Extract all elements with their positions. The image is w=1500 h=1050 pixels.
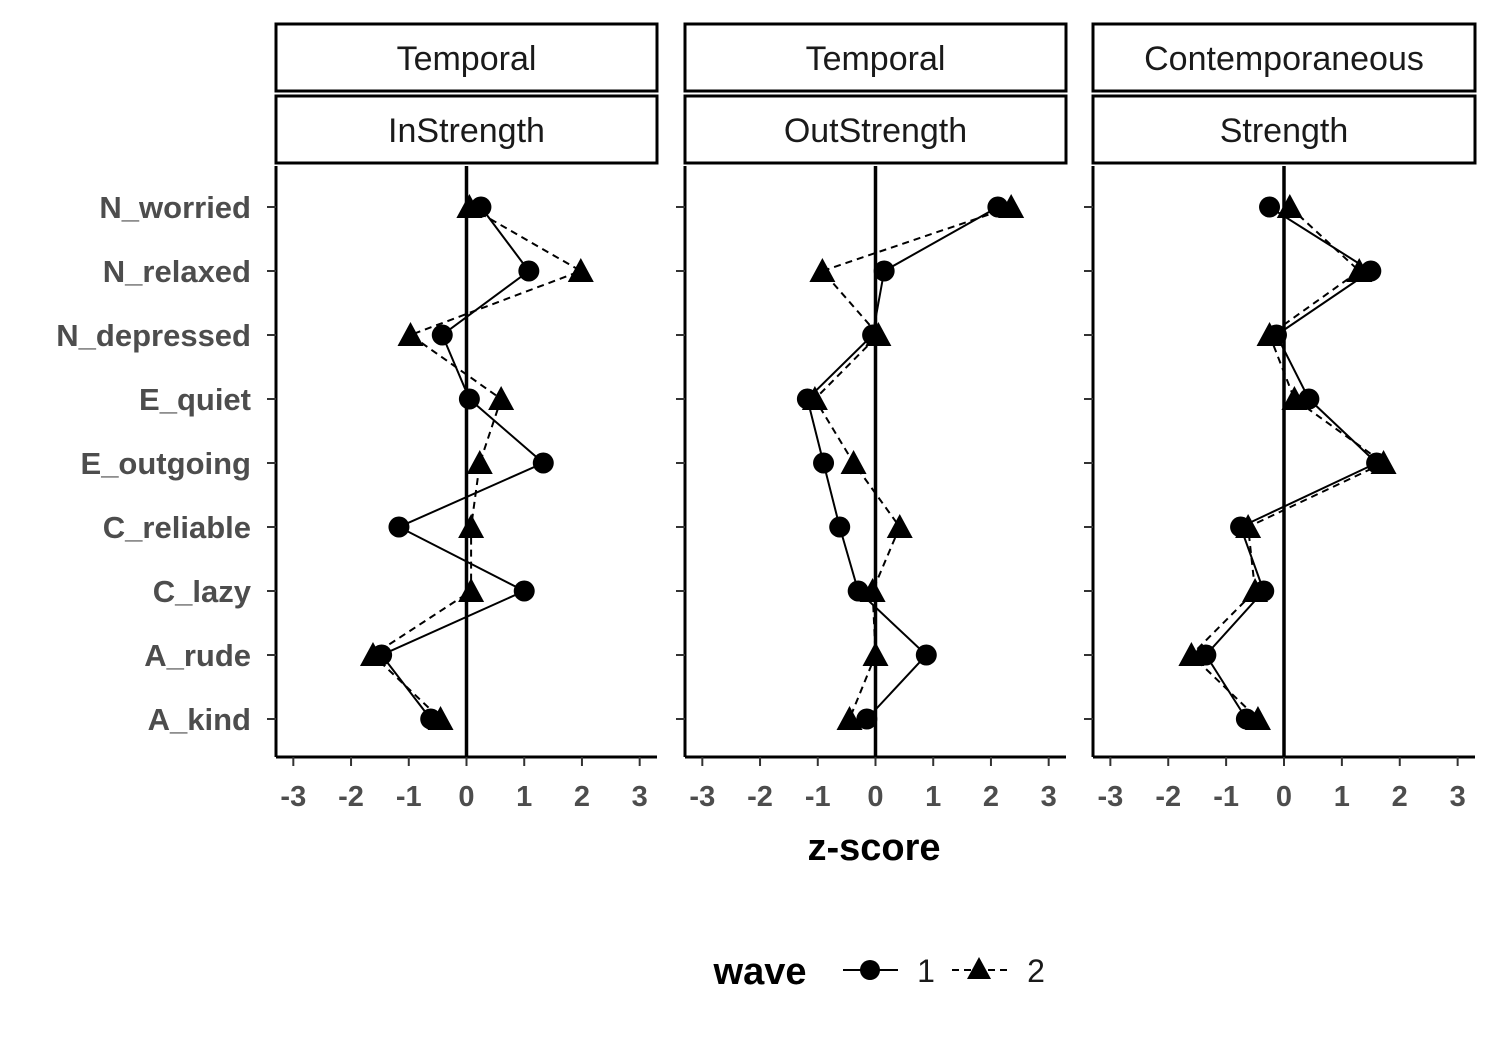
point-wave-2 (859, 578, 886, 602)
point-wave-2 (488, 386, 515, 410)
legend-marker-wave-2 (967, 957, 991, 979)
point-wave-1 (388, 516, 410, 538)
point-wave-2 (886, 514, 913, 538)
x-tick-label: 2 (574, 781, 590, 813)
legend: wave 1 2 (713, 951, 1045, 993)
x-tick-label: -3 (689, 781, 715, 813)
point-wave-2 (397, 322, 424, 346)
x-tick-label: 3 (1450, 781, 1466, 813)
point-wave-1 (458, 388, 480, 410)
x-tick-label: 1 (925, 781, 941, 813)
point-wave-1 (1259, 196, 1281, 218)
point-wave-2 (1256, 322, 1283, 346)
point-wave-1 (829, 516, 851, 538)
strip-bottom-label: InStrength (388, 112, 545, 150)
y-tick-label: A_kind (148, 702, 251, 737)
x-tick-label: -2 (338, 781, 364, 813)
y-tick-label: N_relaxed (103, 254, 251, 289)
series-line-wave-1 (806, 206, 999, 720)
x-tick-label: 0 (867, 781, 883, 813)
panels: Temporal InStrength -3 -2 -1 0 1 2 3 Temporal OutS… (267, 22, 1477, 813)
point-wave-2 (840, 450, 867, 474)
legend-label-wave-2: 2 (1027, 953, 1045, 989)
point-wave-2 (836, 706, 863, 730)
x-tick-label: -1 (396, 781, 422, 813)
strip-bottom-box (1091, 94, 1477, 165)
x-tick-label: -3 (1097, 781, 1123, 813)
point-wave-1 (431, 324, 453, 346)
point-wave-2 (998, 194, 1025, 218)
x-tick-label: -1 (1213, 781, 1239, 813)
strip-top-box (274, 22, 659, 93)
strip-top-label: Contemporaneous (1144, 40, 1424, 78)
series-line-wave-1 (1204, 206, 1379, 720)
point-wave-1 (813, 452, 835, 474)
x-axis-title: z-score (807, 827, 940, 869)
point-wave-2 (1244, 706, 1271, 730)
x-tick-label: -3 (280, 781, 306, 813)
point-wave-2 (458, 514, 485, 538)
point-wave-2 (1346, 258, 1373, 282)
strip-top-label: Temporal (806, 40, 946, 78)
point-wave-2 (801, 386, 828, 410)
x-tick-label: 0 (458, 781, 474, 813)
x-tick-label: 2 (1392, 781, 1408, 813)
point-wave-2 (466, 450, 493, 474)
y-tick-label: E_outgoing (81, 446, 251, 481)
y-tick-label: C_reliable (103, 510, 251, 545)
point-wave-2 (865, 322, 892, 346)
x-tick-label: 1 (516, 781, 532, 813)
point-wave-2 (1178, 642, 1205, 666)
strip-bottom-box (274, 94, 659, 165)
strip-top-box (683, 22, 1068, 93)
point-wave-2 (862, 642, 889, 666)
x-tick-label: 3 (1041, 781, 1057, 813)
legend-marker-wave-1 (860, 960, 880, 980)
point-wave-2 (809, 258, 836, 282)
x-tick-label: 1 (1334, 781, 1350, 813)
point-wave-1 (873, 260, 895, 282)
point-wave-2 (567, 258, 594, 282)
point-wave-2 (1370, 450, 1397, 474)
x-tick-label: -2 (747, 781, 773, 813)
x-tick-label: -2 (1155, 781, 1181, 813)
legend-label-wave-1: 1 (917, 953, 935, 989)
point-wave-2 (359, 642, 386, 666)
panel-1: Temporal InStrength -3 -2 -1 0 1 2 3 (267, 22, 659, 813)
point-wave-1 (513, 580, 535, 602)
point-wave-1 (856, 708, 878, 730)
point-wave-2 (1281, 386, 1308, 410)
point-wave-2 (1276, 194, 1303, 218)
x-tick-label: 3 (632, 781, 648, 813)
point-wave-2 (1242, 578, 1269, 602)
x-tick-label: 2 (983, 781, 999, 813)
point-wave-1 (915, 644, 937, 666)
strip-bottom-label: Strength (1220, 112, 1349, 150)
strip-top-label: Temporal (397, 40, 537, 78)
series-line-wave-2 (1189, 206, 1386, 720)
point-wave-2 (1235, 514, 1262, 538)
series-line-wave-1 (380, 206, 546, 720)
strip-bottom-box (683, 94, 1068, 165)
y-axis: N_worried N_relaxed N_depressed E_quiet E_ou… (56, 190, 251, 737)
point-wave-1 (518, 260, 540, 282)
x-tick-label: -1 (805, 781, 831, 813)
legend-title: wave (713, 951, 807, 993)
strip-top-box (1091, 22, 1477, 93)
strip-bottom-label: OutStrength (784, 112, 967, 150)
panel-3: Contemporaneous Strength -3 -2 -1 0 1 2 3 (1084, 22, 1477, 813)
y-tick-label: E_quiet (139, 382, 251, 417)
panel-2: Temporal OutStrength -3 -2 -1 0 1 2 3 (676, 22, 1068, 813)
point-wave-1 (532, 452, 554, 474)
y-tick-label: C_lazy (153, 574, 252, 609)
x-tick-label: 0 (1276, 781, 1292, 813)
y-tick-label: A_rude (144, 638, 251, 673)
point-wave-2 (456, 194, 483, 218)
point-wave-2 (427, 706, 454, 730)
y-tick-label: N_worried (99, 190, 251, 225)
y-tick-label: N_depressed (56, 318, 251, 353)
point-wave-2 (458, 578, 485, 602)
